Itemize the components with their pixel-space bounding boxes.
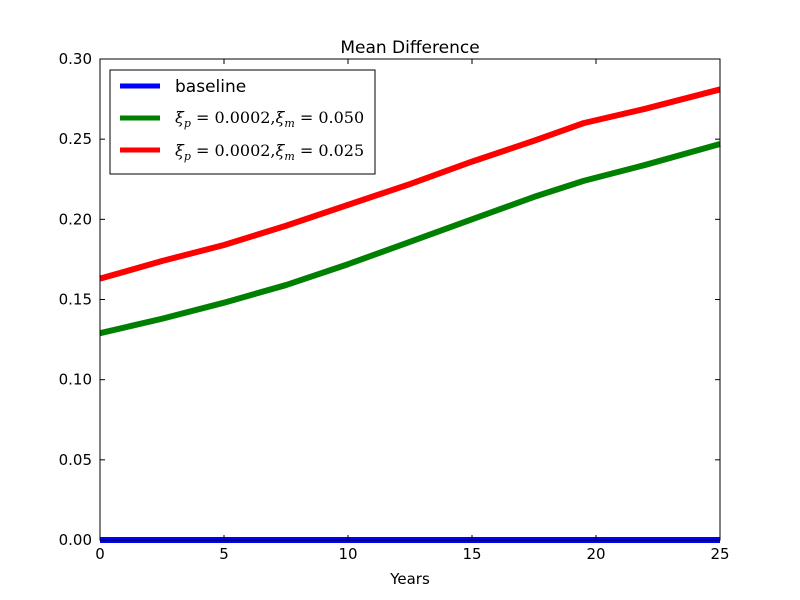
y-tick-label: 0.15: [59, 291, 92, 309]
y-tick-label: 0.25: [59, 130, 92, 148]
x-tick-label: 25: [710, 545, 729, 563]
y-tick-label: 0.20: [59, 210, 92, 228]
y-tick-label: 0.30: [59, 50, 92, 68]
x-tick-label: 20: [586, 545, 605, 563]
series-line-2: [99, 141, 721, 337]
legend-label-series-3: ξp = 0.0002,ξm = 0.025: [175, 141, 364, 163]
y-tick-label: 0.10: [59, 371, 92, 389]
legend: baseline ξp = 0.0002,ξm = 0.050 ξp = 0.0…: [109, 69, 376, 175]
y-tick-label: 0.00: [59, 531, 92, 549]
x-tick-label: 10: [338, 545, 357, 563]
legend-label-series-2: ξp = 0.0002,ξm = 0.050: [175, 108, 364, 130]
x-tick-label: 5: [219, 545, 229, 563]
x-tick-label: 0: [95, 545, 105, 563]
chart-title: Mean Difference: [340, 38, 479, 58]
axis-ticks: 0 5 10 15 20 25 0.00 0.05 0.10 0.15 0.20 0.25 0.30: [59, 50, 730, 563]
legend-label-baseline: baseline: [175, 77, 246, 97]
x-tick-label: 15: [462, 545, 481, 563]
y-tick-label: 0.05: [59, 451, 92, 469]
x-axis-label: Years: [389, 570, 430, 588]
series-line-3: [99, 86, 721, 282]
